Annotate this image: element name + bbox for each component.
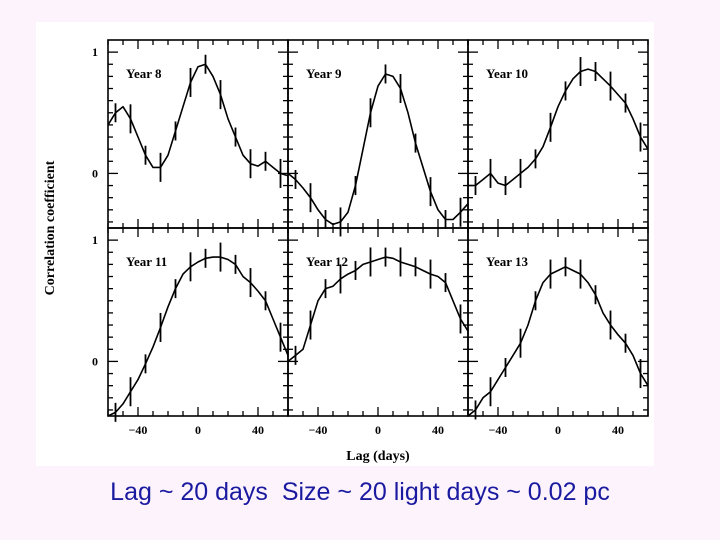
panel-title: Year 11 (126, 254, 167, 269)
x-tick-label: 40 (252, 423, 264, 437)
panel-4: Year 11 1 0 −40 0 40 (92, 227, 289, 437)
panel-3: Year 10 (467, 39, 649, 229)
y-tick-label: 0 (92, 166, 98, 180)
correlation-line (287, 73, 469, 226)
x-tick-label: 40 (432, 423, 444, 437)
y-axis-label-group: Correlation coefficient (43, 160, 58, 295)
x-axis-label-group: Lag (days) (346, 449, 410, 464)
panel-title: Year 12 (306, 254, 348, 269)
figure-area: Correlation coefficient Lag (days) Year … (36, 22, 654, 466)
panel-title: Year 13 (486, 254, 529, 269)
x-tick-label: −40 (489, 423, 508, 437)
correlation-line (107, 256, 289, 417)
panel-6: Year 13 −40 0 40 (467, 227, 649, 437)
panel-title: Year 9 (306, 66, 342, 81)
y-tick-label: 1 (92, 45, 98, 59)
chart-svg: Correlation coefficient Lag (days) Year … (43, 39, 649, 464)
x-tick-label: 0 (375, 423, 381, 437)
panel-5: Year 12 −40 0 40 (287, 227, 469, 437)
x-tick-label: −40 (129, 423, 148, 437)
panel-title: Year 8 (126, 66, 162, 81)
x-tick-label: −40 (309, 423, 328, 437)
y-axis-label: Correlation coefficient (43, 160, 58, 295)
correlation-line (467, 266, 649, 417)
panel-title: Year 10 (486, 66, 528, 81)
y-tick-label: 1 (92, 233, 98, 247)
x-axis-label: Lag (days) (346, 449, 410, 464)
x-tick-label: 0 (195, 423, 201, 437)
panel-2: Year 9 (287, 39, 469, 237)
y-tick-label: 0 (92, 354, 98, 368)
x-tick-label: 40 (612, 423, 624, 437)
correlation-line (468, 68, 649, 187)
x-tick-label: 0 (555, 423, 561, 437)
caption-text: Lag ~ 20 days Size ~ 20 light days ~ 0.0… (110, 478, 610, 506)
correlation-line (287, 256, 469, 363)
panel-1: Year 8 1 0 (92, 39, 289, 229)
correlation-line (107, 63, 289, 177)
